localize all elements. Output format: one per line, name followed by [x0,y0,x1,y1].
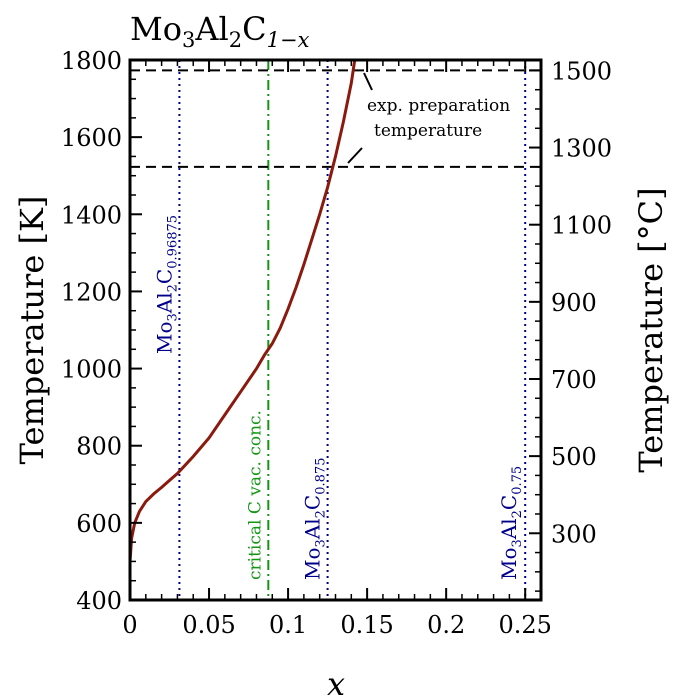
title-mo: Mo [130,10,182,48]
annotation-line-2: temperature [374,121,482,141]
chart-title: Mo3Al2C1−x [130,10,310,52]
y-tick-label-left: 1800 [61,47,122,75]
series-group [130,60,357,562]
y-tick-label-left: 1600 [61,124,122,152]
y-tick-label-right: 700 [551,366,597,394]
y-tick-label-left: 600 [76,510,122,538]
y-tick-label-left: 1400 [61,201,122,229]
x-tick-label: 0 [122,611,137,639]
y-tick-label-left: 800 [76,433,122,461]
annotation-line-1: exp. preparation [367,96,510,116]
x-tick-label: 0.25 [498,611,551,639]
y-tick-label-left: 1000 [61,356,122,384]
y-axis-label-right: Temperature [°C] [632,187,670,472]
annotation-arrow-bottom [347,147,363,164]
x-axis-label: x [327,665,345,698]
title-c: C [242,10,266,48]
vline-label-2: Mo3Al2C0.875 [301,458,329,580]
y-tick-label-right: 1300 [551,135,612,163]
y-tick-label-left: 1200 [61,278,122,306]
y-tick-label-right: 500 [551,443,597,471]
vline-label-0: Mo3Al2C0.96875 [152,215,180,354]
title-sub2: 2 [229,28,242,52]
horizontal-reference-lines [130,69,541,168]
plot-area: Mo3Al2C0.96875 critical C vac. conc. Mo3Al… [61,47,612,639]
x-tick-label: 0.1 [269,611,307,639]
annotation-arrow-top [363,72,373,91]
y-tick-label-right: 900 [551,289,597,317]
plot-frame [128,58,543,602]
y-tick-label-right: 300 [551,520,597,548]
title-sub3: 1−x [267,28,310,52]
title-sub1: 3 [182,28,195,52]
axis-ticks: 0 0.05 0.1 0.15 0.2 0.25 400 600 800 1000 1200 1400… [61,47,612,639]
x-tick-label: 0.2 [427,611,465,639]
x-tick-label: 0.15 [340,611,393,639]
vline-label-1: critical C vac. conc. [245,410,265,580]
series-line-0 [130,60,357,562]
y-tick-label-left: 400 [76,587,122,615]
vline-label-3: Mo3Al2C0.75 [497,466,525,580]
title-al: Al [194,10,228,48]
y-tick-label-right: 1100 [551,212,612,240]
y-tick-label-right: 1500 [551,57,612,85]
y-axis-label-left: Temperature [K] [13,196,51,465]
vertical-line-labels: Mo3Al2C0.96875 critical C vac. conc. Mo3Al… [152,215,525,580]
annotation: exp. preparation temperature [347,72,510,164]
vertical-reference-lines [178,60,527,600]
x-tick-label: 0.05 [182,611,235,639]
